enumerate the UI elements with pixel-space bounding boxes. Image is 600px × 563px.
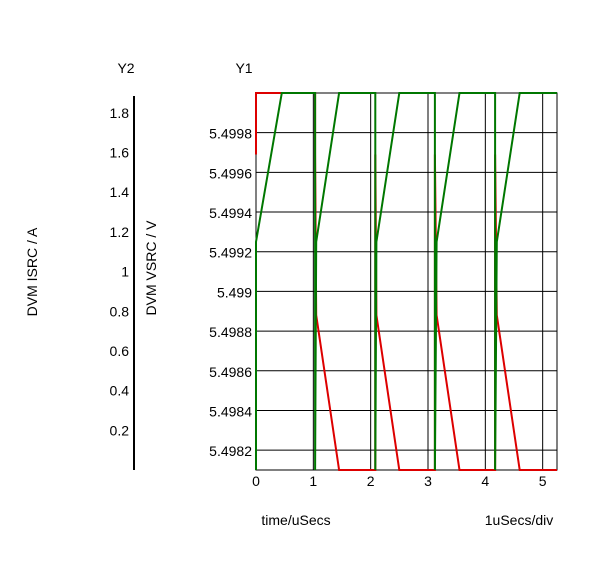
x-tick-label: 4 <box>481 473 489 489</box>
x-tick-label: 0 <box>252 473 260 489</box>
y2-tick-label: 0.2 <box>110 422 130 438</box>
y1-tick-label: 5.4982 <box>209 443 252 459</box>
y1-tick-label: 5.4994 <box>209 205 252 221</box>
y2-tick-label: 0.8 <box>110 303 130 319</box>
x-tick-label: 3 <box>424 473 432 489</box>
y1-tick-label: 5.4996 <box>209 165 252 181</box>
y1-tick-label: 5.499 <box>217 284 252 300</box>
y1-tick-labels: 5.4982 5.4984 5.4986 5.4988 5.499 5.4992 5.499… <box>209 126 252 459</box>
y2-tick-label: 1.2 <box>110 224 130 240</box>
x-tick-label: 5 <box>539 473 547 489</box>
series-group <box>255 92 557 471</box>
y1-tick-label: 5.4984 <box>209 403 252 419</box>
y1-tick-label: 5.4988 <box>209 324 252 340</box>
y2-tick-label: 0.4 <box>110 383 130 399</box>
y2-tick-label: 1.4 <box>110 184 130 200</box>
y1-tick-label: 5.4992 <box>209 245 252 261</box>
y1-axis-label: DVM VSRC / V <box>143 220 159 316</box>
x-tick-label: 2 <box>367 473 375 489</box>
x-tick-label: 1 <box>309 473 317 489</box>
y1-tick-label: 5.4998 <box>209 126 252 142</box>
y2-tick-label: 1 <box>121 264 129 280</box>
y1-tick-label: 5.4986 <box>209 364 252 380</box>
y2-tick-label: 1.8 <box>110 105 130 121</box>
y2-title: Y2 <box>117 60 134 76</box>
x-axis-label: time/uSecs <box>261 512 330 528</box>
y2-axis-label: DVM ISRC / A <box>24 227 40 316</box>
x-scale-label: 1uSecs/div <box>485 512 553 528</box>
x-tick-labels: 0 1 2 3 4 5 <box>252 473 547 489</box>
y1-title: Y1 <box>235 60 252 76</box>
series-line-y1 <box>255 92 557 471</box>
y2-tick-label: 0.6 <box>110 343 130 359</box>
y2-tick-label: 1.6 <box>110 145 130 161</box>
y2-tick-labels: 0.2 0.4 0.6 0.8 1 1.2 1.4 1.6 1.8 <box>110 105 130 438</box>
plot-grid <box>255 92 558 471</box>
